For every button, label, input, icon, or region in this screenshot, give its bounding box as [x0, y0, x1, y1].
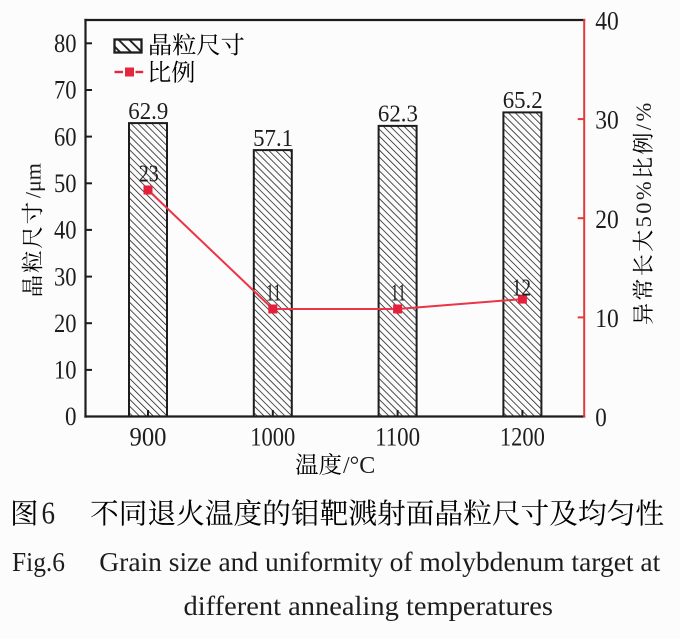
svg-text:10: 10 — [54, 355, 77, 385]
svg-text:20: 20 — [595, 204, 619, 234]
svg-text:40: 40 — [595, 6, 619, 36]
svg-text:60: 60 — [54, 121, 77, 151]
svg-text:40: 40 — [54, 215, 77, 245]
svg-text:57.1: 57.1 — [253, 125, 293, 152]
svg-text:62.9: 62.9 — [128, 98, 168, 125]
svg-text:/°C: /°C — [343, 453, 375, 479]
svg-text:80: 80 — [54, 28, 77, 58]
svg-text:/μm: /μm — [21, 163, 46, 198]
svg-text:12: 12 — [512, 275, 531, 302]
svg-text:50%: 50% — [631, 179, 656, 227]
svg-text:/%: /% — [631, 100, 656, 130]
svg-text:0: 0 — [65, 401, 77, 431]
svg-text:30: 30 — [54, 261, 77, 291]
svg-text:11: 11 — [266, 280, 281, 307]
svg-text:1100: 1100 — [375, 422, 420, 452]
svg-text:0: 0 — [595, 402, 607, 432]
svg-text:1200: 1200 — [500, 422, 545, 452]
svg-text:23: 23 — [139, 161, 159, 188]
svg-text:11: 11 — [391, 280, 406, 307]
svg-text:20: 20 — [54, 308, 77, 338]
svg-text:different annealing temperatur: different annealing temperatures — [184, 591, 554, 621]
svg-text:1000: 1000 — [250, 422, 295, 452]
svg-text:900: 900 — [130, 422, 167, 452]
svg-text:6: 6 — [42, 495, 56, 531]
svg-text:Grain size and uniformity of m: Grain size and uniformity of molybdenum … — [99, 547, 660, 577]
svg-text:70: 70 — [54, 75, 77, 105]
svg-text:50: 50 — [54, 168, 77, 198]
svg-text:30: 30 — [595, 105, 619, 135]
svg-text:10: 10 — [595, 303, 619, 333]
svg-text:65.2: 65.2 — [503, 87, 543, 114]
svg-text:62.3: 62.3 — [378, 101, 418, 128]
svg-text:Fig.6: Fig.6 — [12, 547, 65, 577]
